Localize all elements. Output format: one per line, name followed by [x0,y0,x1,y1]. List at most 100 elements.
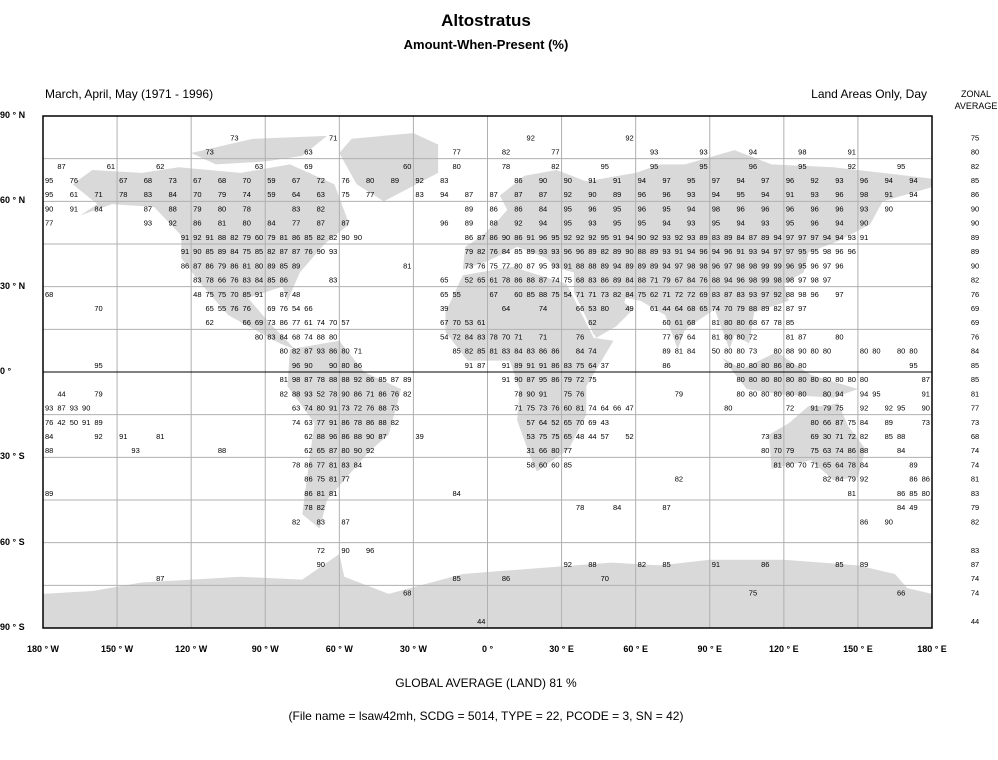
zonal-average-value: 90 [971,204,979,213]
cell-value: 94 [638,176,646,185]
cell-value: 60 [551,460,559,469]
zonal-header-line-2: AVERAGE [954,101,998,111]
cell-value: 72 [317,176,325,185]
cell-value: 87 [662,503,670,512]
cell-value: 80 [798,375,806,384]
cell-value: 80 [601,304,609,313]
cell-value: 42 [57,418,65,427]
cell-value: 54 [292,304,300,313]
cell-value: 87 [341,219,349,228]
cell-value: 87 [539,190,547,199]
cell-value: 72 [749,332,757,341]
cell-value: 87 [477,361,485,370]
cell-value: 91 [465,361,473,370]
cell-value: 49 [625,304,633,313]
cell-value: 97 [798,304,806,313]
cell-value: 70 [94,304,102,313]
cell-value: 95 [811,247,819,256]
cell-value: 90 [341,546,349,555]
cell-value: 84 [576,347,584,356]
land-arabia [573,286,634,336]
cell-value: 82 [638,560,646,569]
cell-value: 76 [243,304,251,313]
cell-value: 96 [860,176,868,185]
cell-value: 72 [786,404,794,413]
cell-value: 85 [378,375,386,384]
cell-value: 80 [786,460,794,469]
cell-value: 80 [872,347,880,356]
lon-label: 30 ° W [399,644,427,654]
cell-value: 90 [922,404,930,413]
cell-value: 75 [749,588,757,597]
cell-value: 92 [354,375,362,384]
lon-label: 0 ° [481,644,494,654]
cell-value: 80 [773,375,781,384]
cell-value: 86 [761,560,769,569]
cell-value: 85 [452,574,460,583]
cell-value: 79 [267,233,275,242]
cell-value: 87 [922,375,930,384]
cell-value: 99 [761,276,769,285]
cell-value: 75 [317,475,325,484]
global-average: GLOBAL AVERAGE (LAND) 81 % [395,676,577,690]
cell-value: 98 [749,261,757,270]
cell-value: 97 [798,276,806,285]
cell-value: 89 [613,276,621,285]
cell-value: 90 [885,517,893,526]
cell-value: 96 [724,247,732,256]
cell-value: 82 [465,347,473,356]
cell-value: 80 [823,347,831,356]
cell-value: 91 [82,418,90,427]
cell-value: 94 [625,233,633,242]
cell-value: 76 [230,304,238,313]
cell-value: 64 [502,304,510,313]
cell-value: 67 [193,176,201,185]
cell-value: 73 [267,318,275,327]
cell-value: 82 [823,475,831,484]
cell-value: 80 [724,361,732,370]
chart-title: Altostratus [441,11,531,30]
cell-value: 80 [366,176,374,185]
cell-value: 66 [539,446,547,455]
cell-value: 91 [712,560,720,569]
cell-value: 78 [514,389,522,398]
cell-value: 68 [687,304,695,313]
cell-value: 80 [860,375,868,384]
cell-value: 90 [514,375,522,384]
cell-value: 65 [823,460,831,469]
cell-value: 83 [292,204,300,213]
cell-value: 82 [675,475,683,484]
cell-value: 80 [761,446,769,455]
cell-value: 82 [317,204,325,213]
cell-value: 86 [909,475,917,484]
cell-value: 73 [749,347,757,356]
cell-value: 78 [119,190,127,199]
lon-label: 150 ° W [101,644,134,654]
cell-value: 91 [255,290,263,299]
cell-value: 75 [811,446,819,455]
cell-value: 94 [909,176,917,185]
cell-value: 91 [613,176,621,185]
cell-value: 65 [206,304,214,313]
cell-value: 47 [625,404,633,413]
cell-value: 88 [786,290,794,299]
cell-value: 85 [564,460,572,469]
cell-value: 96 [749,162,757,171]
cell-value: 84 [267,219,275,228]
cell-value: 85 [885,432,893,441]
cell-value: 71 [94,190,102,199]
cell-value: 89 [909,460,917,469]
cell-value: 60 [403,162,411,171]
cell-value: 92 [415,176,423,185]
cell-value: 96 [699,247,707,256]
cell-value: 73 [601,290,609,299]
cell-value: 87 [280,247,288,256]
cell-value: 93 [304,389,312,398]
cell-value: 79 [564,375,572,384]
cell-value: 80 [341,361,349,370]
cell-value: 80 [823,375,831,384]
cell-value: 86 [181,261,189,270]
zonal-average-value: 87 [971,560,979,569]
cell-value: 90 [527,389,535,398]
cell-value: 79 [823,404,831,413]
